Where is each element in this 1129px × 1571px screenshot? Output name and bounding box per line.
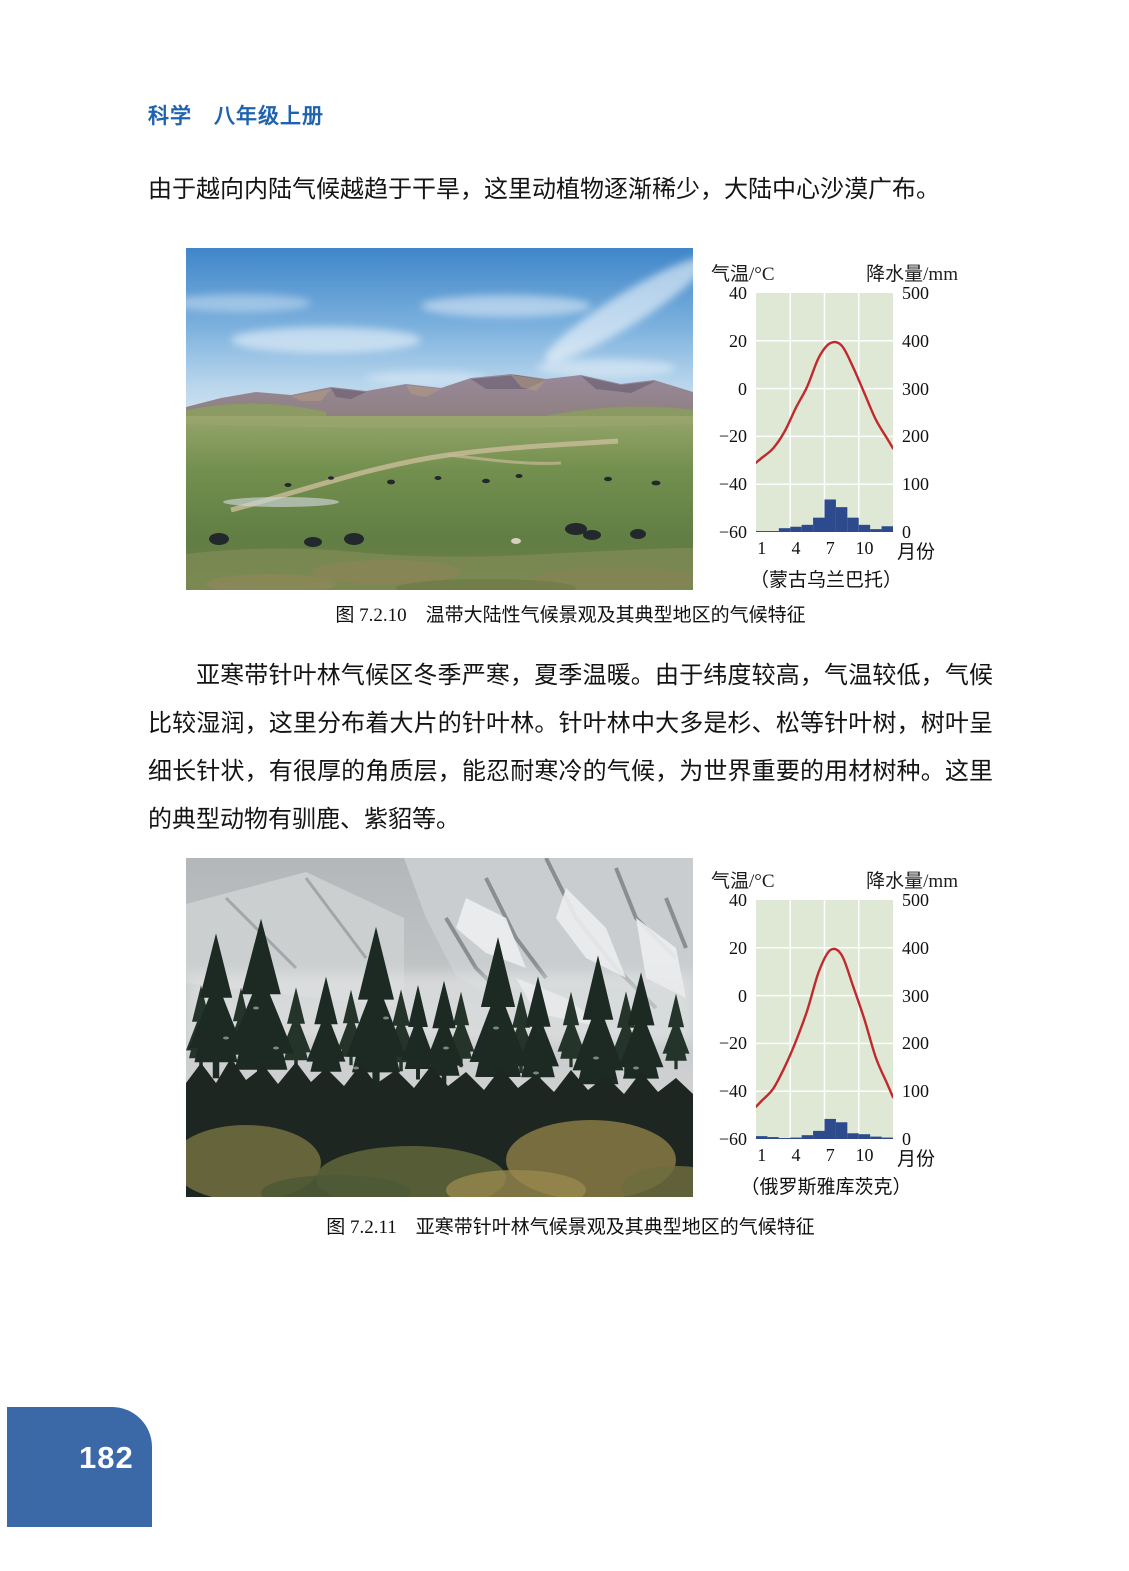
precip-bar: [813, 1130, 825, 1139]
steppe-photo: [186, 248, 693, 590]
figure-caption-7-2-10: 图 7.2.10 温带大陆性气候景观及其典型地区的气候特征: [335, 605, 806, 626]
precip-axis-title: 降水量/mm: [866, 264, 958, 285]
temp-tick-label: 20: [729, 330, 747, 351]
temp-tick-label: −60: [718, 522, 747, 542]
precip-tick-label: 400: [902, 937, 929, 958]
temperature-curve: [756, 947, 893, 1108]
precip-bar: [824, 499, 836, 532]
precip-tick-label: 0: [902, 1129, 911, 1149]
precip-tick-label: 200: [902, 426, 929, 447]
precip-bar: [790, 526, 802, 532]
month-axis-label: 月份: [897, 542, 936, 563]
page-number-tab: 182: [7, 1407, 152, 1527]
precip-bar: [870, 529, 882, 532]
climate-chart-yakutsk: 气温/°C 降水量/mm 月份 （俄罗斯雅库茨克） 40 20 0 −20 −40 −60…: [650, 863, 962, 1215]
grass-highlight: [186, 416, 693, 428]
month-tick-label: 10: [855, 538, 874, 558]
body-paragraph: 亚寒带针叶林气候区冬季严寒，夏季温暖。由于纬度较高，气温较低，气候比较湿润，这里…: [148, 663, 993, 833]
dirt-track-branch: [447, 453, 562, 465]
precip-tick-label: 300: [902, 378, 929, 399]
precip-axis-title: 降水量/mm: [866, 871, 958, 892]
precip-bar: [835, 1122, 848, 1139]
temp-tick-label: 0: [738, 985, 747, 1006]
temp-tick-label: −60: [718, 1129, 747, 1149]
precip-tick-label: 500: [902, 890, 929, 910]
plot-area: [756, 900, 893, 1139]
month-tick-label: 4: [791, 1145, 801, 1165]
precip-bar: [870, 1136, 882, 1139]
temperature-curve: [756, 340, 893, 464]
grazing-cattle: [209, 474, 661, 547]
temp-tick-label: 0: [738, 378, 747, 399]
precip-bar: [767, 531, 779, 532]
precip-bar: [778, 528, 791, 532]
month-tick-label: 4: [791, 538, 801, 558]
month-tick-label: 1: [757, 538, 767, 558]
temp-tick-label: −40: [718, 1081, 747, 1102]
precip-tick-label: 400: [902, 330, 929, 351]
snow-flecks: [223, 1006, 639, 1075]
plot-svg: [756, 293, 893, 532]
precip-tick-label: 500: [902, 283, 929, 303]
page-header: 科学 八年级上册: [148, 105, 324, 128]
page-number: 182: [79, 1440, 134, 1475]
mountain-scree: [291, 375, 546, 401]
month-axis-label: 月份: [897, 1149, 936, 1170]
precip-bar: [767, 1137, 779, 1139]
temp-tick-label: 40: [729, 283, 747, 303]
month-tick-label: 1: [757, 1145, 767, 1165]
precip-tick-label: 0: [902, 522, 911, 542]
precip-bar: [835, 507, 848, 532]
precip-bar: [801, 1135, 814, 1139]
bare-patches: [206, 560, 693, 590]
temp-axis-title: 气温/°C: [711, 264, 775, 285]
precip-bar: [824, 1118, 836, 1139]
precip-bar: [778, 1138, 791, 1139]
temp-tick-label: −20: [718, 426, 747, 447]
light-animal: [511, 538, 521, 544]
precip-bar: [756, 1136, 768, 1139]
climate-chart-ulaanbaatar: 气温/°C 降水量/mm 月份 （蒙古乌兰巴托） 40 20 0 −20 −40 −60 5…: [650, 256, 962, 608]
plot-area: [756, 293, 893, 532]
precip-bar: [858, 524, 871, 532]
temp-tick-label: 20: [729, 937, 747, 958]
dirt-track: [230, 438, 619, 513]
precip-bar: [756, 531, 768, 532]
precip-bar: [847, 1133, 859, 1139]
precip-bar: [790, 1137, 802, 1139]
autumn-understory: [186, 1120, 693, 1197]
month-tick-label: 7: [825, 538, 835, 558]
station-label: （蒙古乌兰巴托）: [749, 570, 902, 591]
precip-tick-label: 100: [902, 1081, 929, 1102]
intro-paragraph: 由于越向内陆气候越趋于干旱，这里动植物逐渐稀少，大陆中心沙漠广布。: [148, 177, 940, 203]
precip-tick-label: 300: [902, 985, 929, 1006]
plot-svg: [756, 900, 893, 1139]
precip-bar: [858, 1134, 871, 1139]
station-label: （俄罗斯雅库茨克）: [740, 1177, 912, 1198]
temp-tick-label: −40: [718, 474, 747, 495]
precip-bar: [847, 517, 859, 532]
precip-tick-label: 200: [902, 1033, 929, 1054]
month-tick-label: 10: [855, 1145, 874, 1165]
clouds: [186, 257, 693, 385]
precip-bar: [801, 524, 814, 532]
precip-bar: [813, 517, 825, 532]
precip-bar: [881, 1137, 893, 1139]
precip-bar: [881, 526, 893, 532]
taiga-photo: [186, 858, 693, 1197]
temp-axis-title: 气温/°C: [711, 871, 775, 892]
figure-caption-7-2-11: 图 7.2.11 亚寒带针叶林气候景观及其典型地区的气候特征: [326, 1217, 815, 1238]
temp-tick-label: −20: [718, 1033, 747, 1054]
month-tick-label: 7: [825, 1145, 835, 1165]
temp-tick-label: 40: [729, 890, 747, 910]
stream: [223, 497, 339, 507]
precip-tick-label: 100: [902, 474, 929, 495]
